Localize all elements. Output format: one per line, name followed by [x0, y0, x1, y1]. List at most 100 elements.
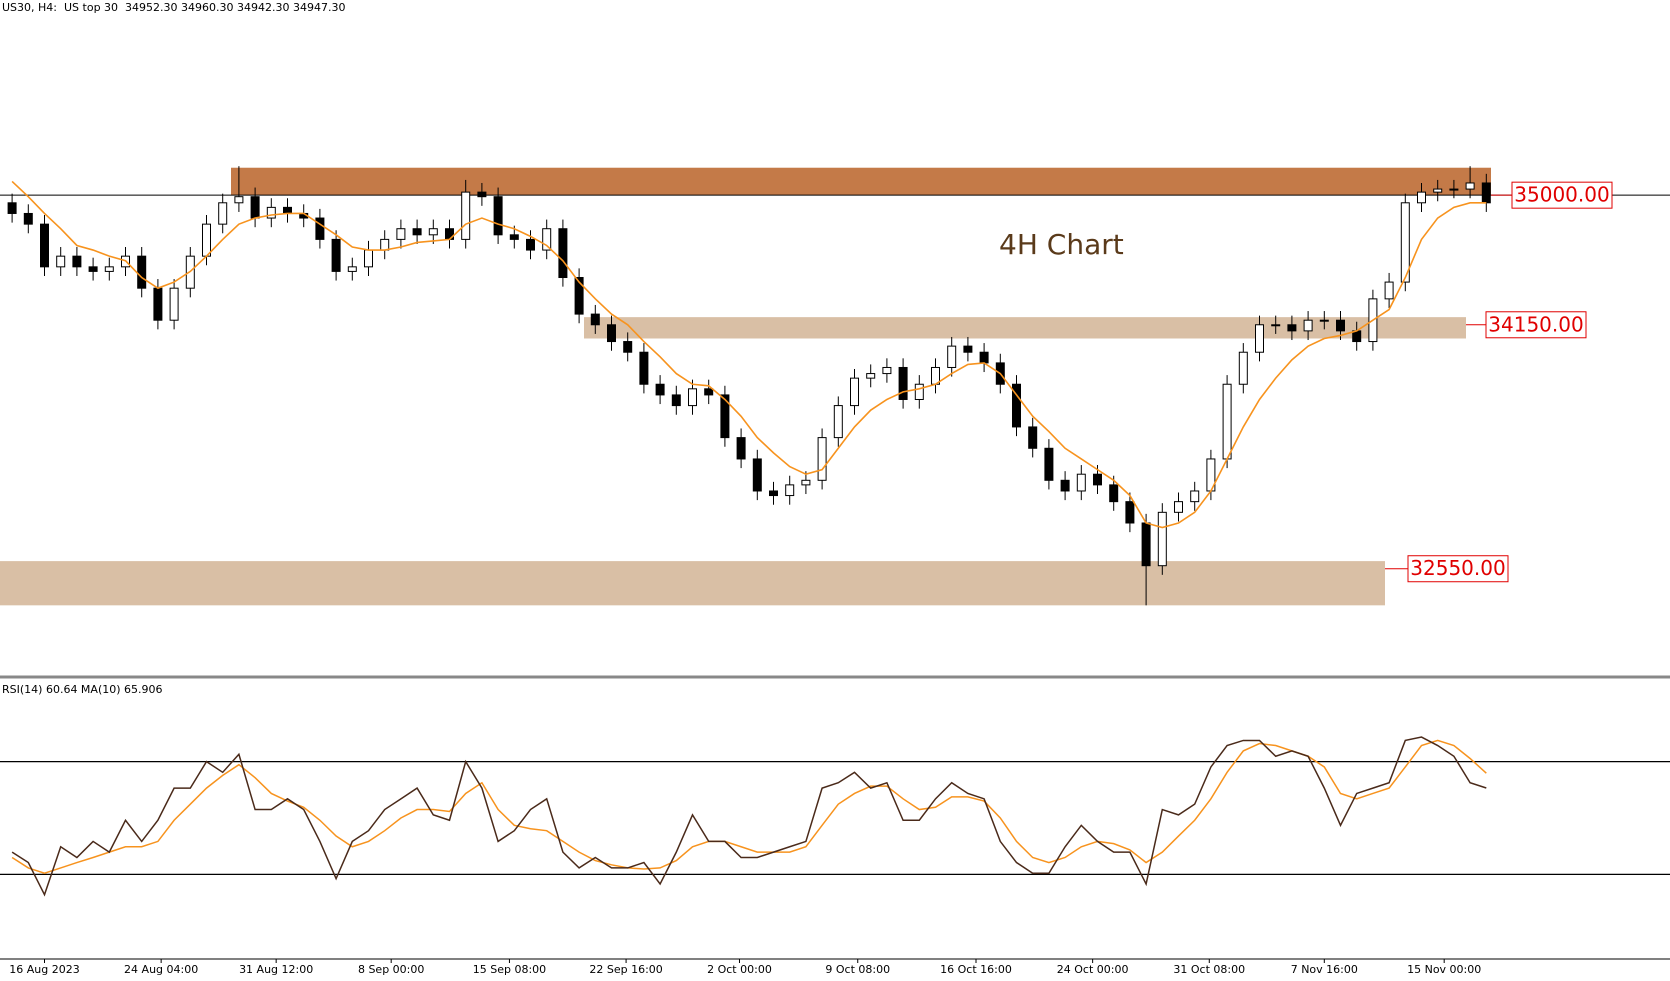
candle-body [396, 228, 406, 240]
candle-body [1012, 383, 1021, 428]
rsi-line [11, 736, 1487, 897]
candle-body [1255, 324, 1264, 353]
candle-body [963, 345, 973, 353]
candle-body [817, 437, 827, 481]
candle-body [153, 287, 163, 321]
candle-body [1417, 191, 1426, 204]
zone [584, 317, 1466, 339]
candle-body [590, 313, 600, 326]
candle-body [56, 255, 66, 268]
candle-body [607, 324, 616, 343]
candle-body [1336, 319, 1345, 332]
candle-body [655, 383, 665, 396]
candle-body [671, 394, 681, 407]
candle-body [315, 217, 325, 240]
candle-body [526, 238, 535, 251]
x-tick-label: 7 Nov 16:00 [1291, 963, 1358, 976]
candle-body [283, 206, 292, 214]
candle-body [1303, 319, 1313, 332]
candle-body [72, 255, 82, 268]
x-tick-label: 2 Oct 00:00 [707, 963, 772, 976]
x-tick-label: 24 Aug 04:00 [124, 963, 198, 976]
candle-body [364, 249, 373, 268]
candle-body [1109, 484, 1119, 503]
candle-body [866, 373, 876, 379]
candle-body [898, 366, 908, 400]
candle-body [477, 191, 487, 198]
annotation: 4H Chart [999, 228, 1124, 261]
x-tick-label: 16 Aug 2023 [9, 963, 79, 976]
level-box [1485, 311, 1587, 339]
candle-body [104, 266, 114, 272]
candle-body [1060, 479, 1070, 492]
candle-body [1271, 324, 1281, 327]
candle-body [979, 351, 989, 364]
candle-body [801, 479, 811, 486]
candle-body [428, 228, 438, 236]
candle-body [88, 266, 98, 272]
chart-title: US30, H4: US top 30 34952.30 34960.30 34… [2, 1, 345, 14]
candle-body [1319, 319, 1329, 322]
candle-body [914, 383, 924, 400]
x-tick-label: 9 Oct 08:00 [825, 963, 890, 976]
candle-body [250, 196, 260, 219]
x-tick-label: 31 Aug 12:00 [239, 963, 313, 976]
candle-body [1076, 473, 1086, 492]
candle-body [720, 394, 730, 439]
level-label: 35000.00 [1514, 183, 1609, 207]
candle-body [1384, 281, 1394, 300]
rsi-ma-line [11, 739, 1487, 875]
candle-body [947, 345, 957, 368]
candle-body [1028, 426, 1038, 449]
candle-body [1222, 383, 1232, 460]
candle-body [1449, 188, 1459, 191]
candle-body [137, 255, 147, 289]
candle-body [1157, 511, 1167, 567]
candle-body [40, 223, 49, 268]
candle-body [1481, 182, 1491, 204]
candle-body [1465, 182, 1475, 190]
x-tick-label: 16 Oct 16:00 [940, 963, 1012, 976]
candle-body [493, 196, 503, 236]
candle-body [331, 238, 341, 272]
candle-body [347, 266, 357, 272]
candle-body [704, 388, 714, 396]
candle-body [412, 228, 422, 236]
x-tick-label: 15 Sep 08:00 [473, 963, 546, 976]
moving-average [11, 180, 1487, 529]
level-label: 32550.00 [1410, 556, 1505, 580]
candle-body [380, 238, 390, 251]
level-box [1407, 555, 1509, 583]
candle-body [1174, 501, 1183, 513]
level-label: 34150.00 [1488, 312, 1583, 336]
candle-body [461, 191, 471, 240]
candle-body [850, 377, 859, 407]
candle-body [623, 341, 633, 353]
candle-body [266, 206, 276, 219]
candle-body [1190, 490, 1200, 503]
candle-body [7, 202, 17, 214]
candle-body [639, 351, 649, 385]
candle-body [218, 202, 228, 225]
candle-body [1125, 501, 1135, 524]
candle-body [1287, 324, 1297, 332]
candle-body [1238, 351, 1248, 385]
zone [231, 167, 1491, 196]
candle-body [688, 388, 697, 407]
candle-body [542, 228, 552, 251]
candle-body [736, 437, 746, 460]
candle-body [833, 405, 843, 439]
candle-body [1093, 473, 1102, 486]
candle-body [1400, 202, 1410, 283]
candle-body [752, 458, 762, 492]
x-tick-label: 22 Sep 16:00 [589, 963, 662, 976]
candle-body [23, 212, 33, 225]
level-box [1511, 181, 1613, 209]
candle-body [1141, 522, 1151, 567]
candle-body [1433, 188, 1443, 193]
candle-body [202, 223, 211, 257]
candle-body [234, 196, 244, 204]
candle-body [509, 234, 519, 240]
x-tick-label: 8 Sep 00:00 [358, 963, 424, 976]
